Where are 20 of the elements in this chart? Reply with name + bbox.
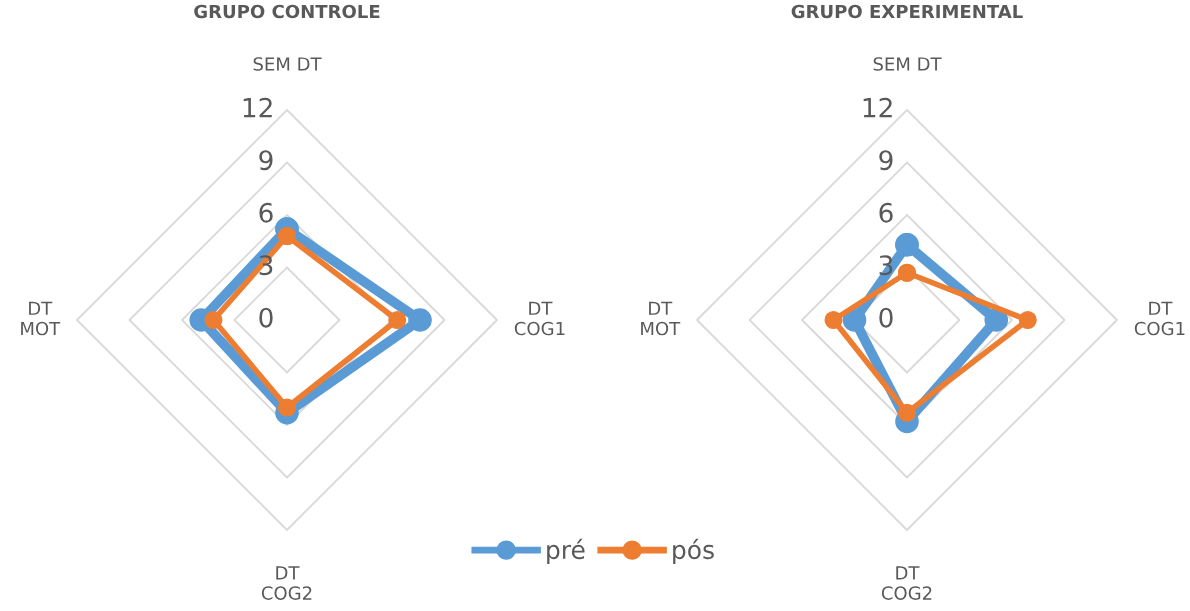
spoke-label: DT COG1 bbox=[1134, 301, 1185, 336]
legend-label: pré bbox=[547, 538, 585, 565]
spoke-label: DT COG1 bbox=[514, 301, 565, 336]
spoke-label: DT MOT bbox=[641, 301, 681, 336]
y-tick-label: 9 bbox=[259, 150, 273, 171]
chart-title: GRUPO CONTROLE bbox=[194, 4, 380, 19]
y-tick-label: 9 bbox=[879, 150, 893, 171]
y-tick-label: 12 bbox=[243, 97, 272, 118]
spoke-label: SEM DT bbox=[873, 57, 942, 71]
y-tick-label: 0 bbox=[259, 307, 273, 328]
spoke-label: DT COG2 bbox=[261, 566, 312, 600]
y-tick-label: 0 bbox=[879, 307, 893, 328]
spoke-label: SEM DT bbox=[253, 57, 322, 71]
y-tick-label: 12 bbox=[863, 97, 892, 118]
y-tick-label: 6 bbox=[259, 202, 273, 223]
chart-title: GRUPO EXPERIMENTAL bbox=[791, 4, 1023, 19]
legend-label: pós bbox=[673, 538, 714, 565]
spoke-label: DT COG2 bbox=[881, 566, 932, 600]
spoke-label: DT MOT bbox=[21, 301, 61, 336]
y-tick-label: 6 bbox=[879, 202, 893, 223]
